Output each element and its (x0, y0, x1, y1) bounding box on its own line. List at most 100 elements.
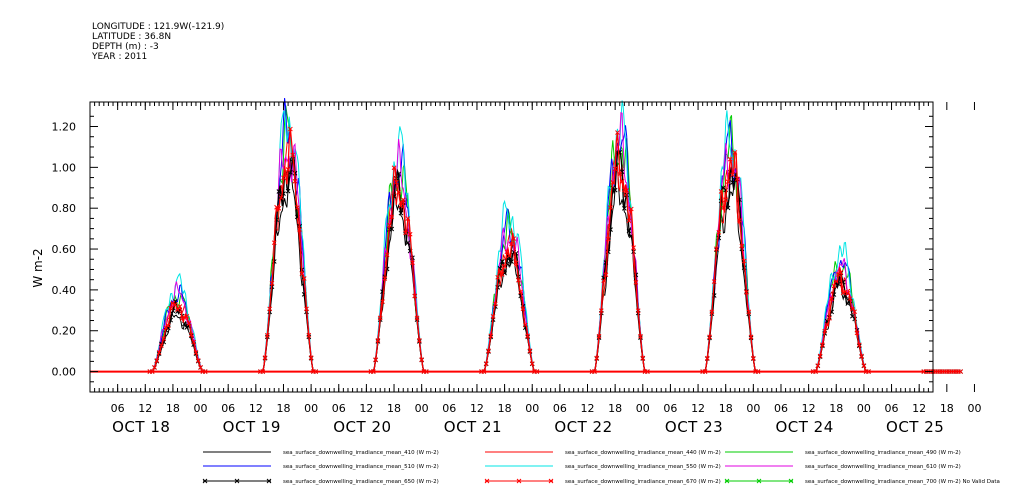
series-marker-7 (598, 308, 604, 314)
x-hour-label: 00 (194, 402, 208, 415)
depth-label: DEPTH (m) : -3 (92, 42, 159, 52)
series-marker-7 (486, 348, 491, 354)
x-hour-label: 18 (940, 402, 954, 415)
series-marker-7 (410, 260, 415, 266)
series-marker-7 (396, 189, 401, 195)
series-marker-7 (373, 357, 378, 362)
series-marker-7 (490, 314, 496, 319)
series-marker-7 (829, 296, 835, 302)
series-marker-6 (175, 309, 180, 314)
x-day-label: OCT 23 (665, 418, 723, 436)
series-marker-7 (382, 276, 388, 281)
series-marker-7 (626, 218, 632, 224)
x-hour-label: 06 (663, 402, 677, 415)
legend-marker (788, 478, 794, 484)
series-marker-7 (400, 197, 406, 203)
series-marker-7 (506, 253, 512, 259)
series-marker-7 (403, 230, 408, 236)
x-hour-label: 18 (498, 402, 512, 415)
x-day-label: OCT 22 (554, 418, 612, 436)
legend-label: sea_surface_downwelling_irradiance_mean_… (283, 450, 439, 456)
series-marker-7 (635, 308, 641, 314)
series-marker-7 (283, 171, 289, 177)
legend-marker (548, 478, 554, 484)
axis-layer: 0.00 0.20 0.40 0.60 0.80 1.00 1.20 06 12 18 00 06 12… (52, 102, 981, 436)
series-marker-7 (301, 276, 307, 281)
x-hour-label: 12 (691, 402, 705, 415)
y-tick-label: 0.60 (52, 243, 77, 256)
x-day-label: OCT 24 (775, 418, 833, 436)
series-marker-7 (502, 263, 507, 269)
series-marker-7 (182, 315, 187, 321)
series-marker-7 (262, 355, 268, 360)
legend-label: sea_surface_downwelling_irradiance_mean_… (283, 464, 439, 470)
series-marker-7 (184, 314, 190, 319)
series-marker-7 (958, 369, 963, 374)
series-marker-6 (499, 259, 505, 264)
series-marker-7 (610, 180, 616, 185)
x-hour-label: 00 (415, 402, 429, 415)
series-marker-7 (170, 300, 176, 306)
series-marker-7 (488, 333, 494, 339)
plot-header: LONGITUDE : 121.9W(-121.9) LATITUDE : 36… (92, 22, 224, 62)
x-hour-label: 18 (166, 402, 180, 415)
series-marker-7 (617, 171, 623, 177)
series-marker-7 (156, 350, 162, 355)
series-marker-7 (820, 342, 825, 348)
legend-label: sea_surface_downwelling_irradiance_mean_… (805, 464, 961, 470)
series-marker-7 (405, 216, 411, 221)
x-hour-label: 00 (304, 402, 318, 415)
series-marker-7 (195, 358, 201, 363)
x-day-label: OCT 18 (112, 418, 170, 436)
series-marker-7 (177, 304, 183, 309)
series-marker-6 (398, 210, 404, 216)
series-marker-6 (626, 228, 632, 234)
series-line-6 (117, 148, 961, 373)
series-marker-7 (737, 217, 742, 223)
y-tick-label: 0.40 (52, 284, 77, 297)
series-marker-7 (716, 229, 722, 235)
series-marker-7 (509, 241, 514, 247)
series-marker-7 (596, 333, 602, 339)
series-marker-6 (396, 171, 401, 177)
x-day-label: OCT 25 (886, 418, 944, 436)
y-tick-label: 1.20 (52, 121, 77, 134)
series-marker-7 (527, 348, 533, 354)
series-marker-7 (304, 306, 309, 312)
series-marker-7 (154, 358, 160, 363)
y-tick-label: 1.00 (52, 161, 77, 174)
series-marker-7 (393, 179, 399, 185)
y-tick-label: 0.80 (52, 202, 77, 215)
x-hour-label: 00 (967, 402, 981, 415)
series-marker-7 (391, 165, 397, 171)
series-marker-7 (838, 270, 844, 275)
series-marker-7 (188, 332, 194, 338)
series-marker-7 (152, 364, 157, 370)
x-hour-label: 06 (774, 402, 788, 415)
series-marker-7 (730, 172, 735, 178)
series-marker-7 (398, 203, 404, 208)
series-marker-7 (175, 307, 180, 313)
series-marker-7 (511, 236, 517, 241)
legend-label: sea_surface_downwelling_irradiance_mean_… (283, 479, 439, 485)
legend-label: sea_surface_downwelling_irradiance_mean_… (805, 450, 961, 456)
series-marker-7 (161, 336, 167, 342)
series-marker-7 (513, 260, 519, 266)
x-hour-label: 18 (387, 402, 401, 415)
series-line-3 (117, 97, 961, 373)
series-marker-7 (833, 279, 839, 284)
series-marker-7 (518, 289, 524, 295)
plot-frame (89, 101, 934, 393)
series-marker-7 (278, 195, 284, 200)
series-marker-6 (509, 259, 514, 265)
series-marker-7 (746, 309, 752, 315)
series-marker-7 (822, 328, 828, 334)
series-marker-7 (269, 280, 275, 286)
series-marker-7 (375, 338, 381, 343)
series-marker-7 (191, 339, 197, 345)
series-marker-7 (640, 355, 646, 361)
series-marker-7 (407, 231, 413, 237)
series-marker-7 (603, 272, 609, 278)
series-marker-7 (168, 305, 173, 311)
